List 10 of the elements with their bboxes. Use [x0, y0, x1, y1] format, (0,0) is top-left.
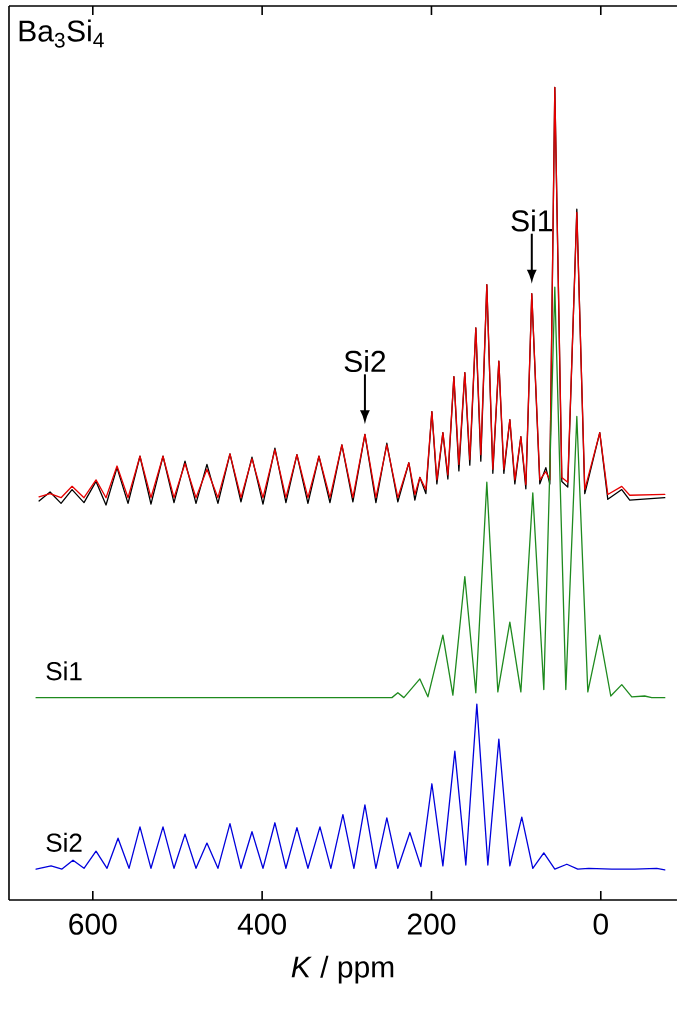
x-tick-label: 200 — [407, 913, 456, 935]
x-tick-label: 0 — [593, 913, 608, 935]
series-label: Si1 — [46, 661, 82, 681]
annotation: Si2 — [344, 350, 386, 373]
chart-title: Ba$_{3}$Si$_{4}$ — [19, 19, 104, 48]
series-label: Si2 — [46, 832, 82, 852]
x-tick-label: 600 — [69, 913, 117, 935]
annotation: Si1 — [511, 209, 553, 232]
x-tick-label: 400 — [237, 913, 286, 935]
x-axis-title: K / ppm — [291, 955, 394, 984]
